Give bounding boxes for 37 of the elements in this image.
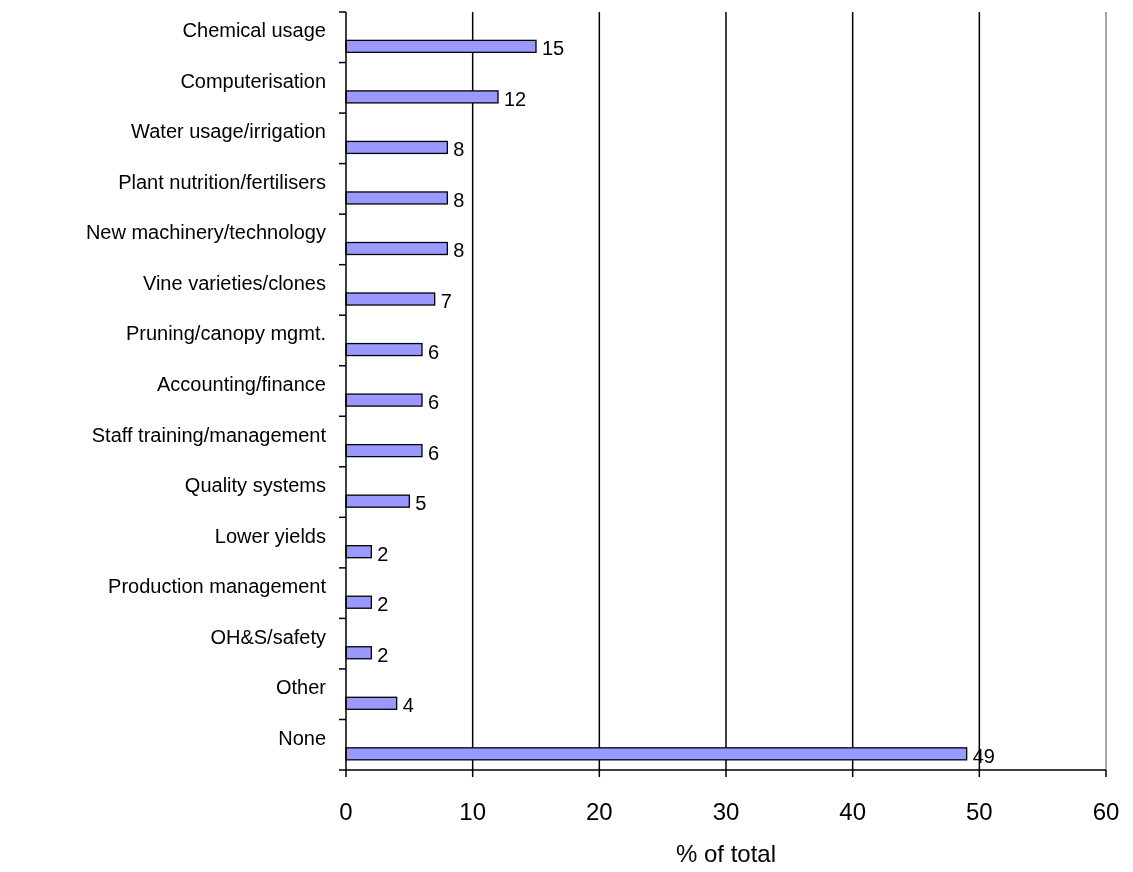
data-label: 2	[377, 593, 389, 616]
x-tick-label: 50	[965, 798, 993, 825]
data-label: 6	[428, 391, 440, 414]
y-tick-label: None	[278, 726, 326, 749]
y-tick-label: Pruning/canopy mgmt.	[125, 322, 326, 345]
x-tick-label: 0	[339, 798, 353, 825]
y-tick-label: Water usage/irrigation	[131, 120, 326, 143]
data-label: 2	[377, 643, 389, 666]
y-tick-label: New machinery/technology	[85, 221, 326, 244]
y-tick-label: Accounting/finance	[156, 373, 326, 395]
data-label: 8	[453, 188, 465, 211]
x-tick-label: 20	[585, 798, 613, 825]
y-tick-label: Quality systems	[184, 474, 326, 497]
data-label: 8	[453, 239, 465, 262]
y-tick-label: Other	[275, 676, 327, 699]
y-tick-label: OH&S/safety	[210, 625, 326, 648]
x-tick-label: 60	[1092, 798, 1120, 825]
y-tick-label: Staff training/management	[91, 423, 327, 446]
data-label: 4	[402, 694, 414, 717]
y-tick-label: Chemical usage	[182, 19, 326, 42]
x-axis-title: % of total	[675, 840, 777, 867]
data-label: 8	[453, 138, 465, 161]
y-tick-label: Production management	[108, 575, 327, 598]
data-label: 6	[428, 340, 440, 363]
y-tick-label: Plant nutrition/fertilisers	[118, 170, 326, 193]
y-tick-label: Computerisation	[180, 69, 326, 92]
y-tick-label: Lower yields	[214, 524, 326, 547]
data-label: 7	[440, 290, 452, 313]
data-label: 15	[542, 37, 565, 60]
x-tick-label: 10	[459, 798, 487, 825]
data-label: 2	[377, 542, 389, 565]
x-tick-label: 30	[712, 798, 740, 825]
y-tick-label: Vine varieties/clones	[142, 271, 326, 294]
data-label: 12	[504, 87, 527, 110]
data-label: 5	[415, 492, 427, 515]
x-tick-label: 40	[839, 798, 867, 825]
data-label: 6	[428, 441, 440, 464]
